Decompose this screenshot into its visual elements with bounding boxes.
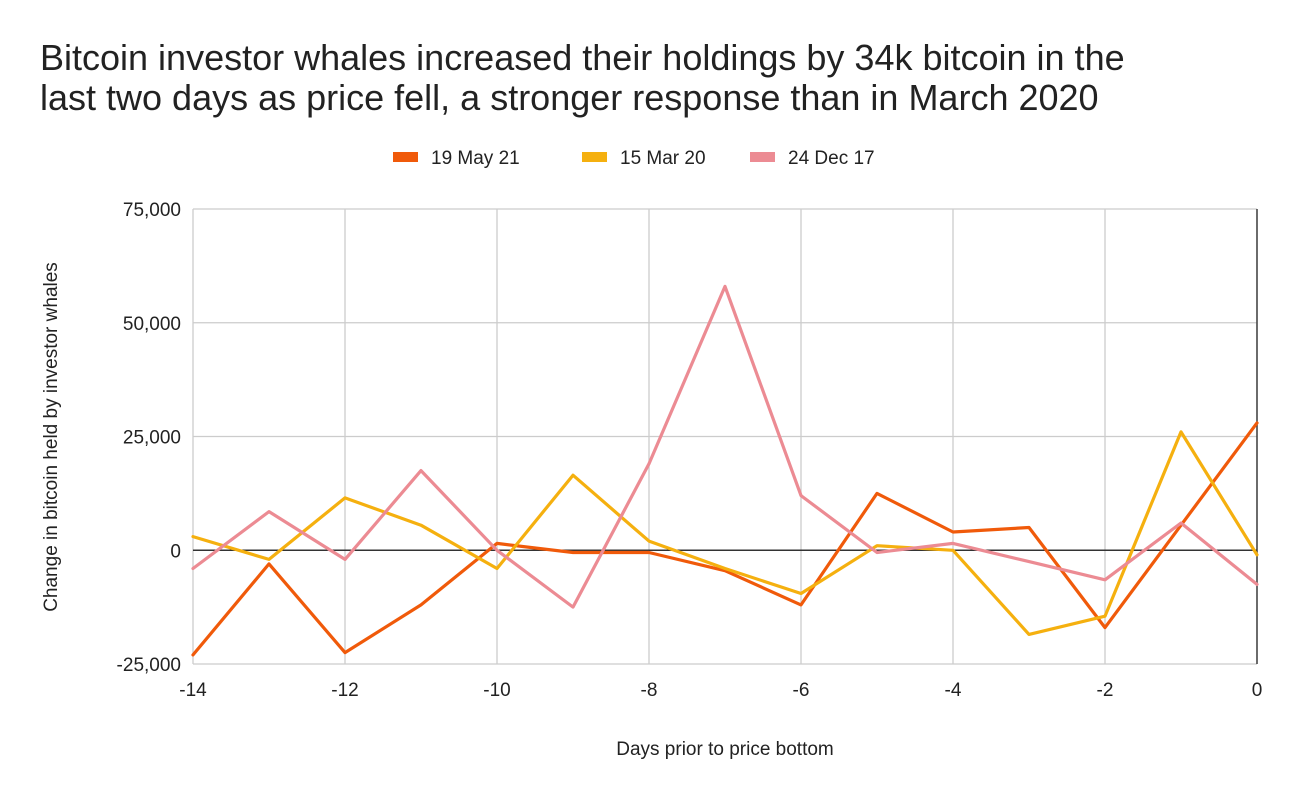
legend-swatch-1 bbox=[582, 152, 607, 162]
y-tick-label-3: 50,000 bbox=[123, 314, 181, 335]
tick-labels: -14 -12 -10 -8 -6 -4 -2 0 -25,000 0 25,000 50,000 75… bbox=[117, 200, 1263, 701]
legend: 19 May 21 15 Mar 20 24 Dec 17 bbox=[393, 148, 875, 169]
x-tick-label-4: -6 bbox=[793, 680, 810, 701]
chart-title: Bitcoin investor whales increased their … bbox=[40, 38, 1270, 118]
chart-title-line-1: Bitcoin investor whales increased their … bbox=[40, 37, 1125, 78]
x-tick-label-6: -2 bbox=[1097, 680, 1114, 701]
y-tick-label-1: 0 bbox=[170, 541, 181, 562]
x-tick-label-3: -8 bbox=[641, 680, 658, 701]
chart-title-line-2: last two days as price fell, a stronger … bbox=[40, 77, 1099, 118]
y-tick-label-0: -25,000 bbox=[117, 655, 181, 676]
x-tick-label-5: -4 bbox=[945, 680, 962, 701]
grid bbox=[192, 208, 1258, 665]
series-line-1 bbox=[191, 430, 1259, 637]
x-axis-label: Days prior to price bottom bbox=[616, 739, 834, 760]
series-layer bbox=[191, 284, 1259, 657]
y-tick-label-4: 75,000 bbox=[123, 200, 181, 221]
series-line-0 bbox=[191, 421, 1259, 657]
y-tick-label-2: 25,000 bbox=[123, 428, 181, 449]
zero-line-layer bbox=[193, 209, 1258, 664]
x-tick-label-7: 0 bbox=[1252, 680, 1263, 701]
y-axis-label: Change in bitcoin held by investor whale… bbox=[41, 262, 62, 612]
legend-label-1: 15 Mar 20 bbox=[620, 148, 706, 169]
series-line-2 bbox=[191, 284, 1259, 609]
x-tick-label-0: -14 bbox=[179, 680, 207, 701]
legend-label-0: 19 May 21 bbox=[431, 148, 520, 169]
x-tick-label-1: -12 bbox=[331, 680, 358, 701]
legend-label-2: 24 Dec 17 bbox=[788, 148, 875, 169]
legend-swatch-2 bbox=[750, 152, 775, 162]
legend-swatch-0 bbox=[393, 152, 418, 162]
x-tick-label-2: -10 bbox=[483, 680, 510, 701]
